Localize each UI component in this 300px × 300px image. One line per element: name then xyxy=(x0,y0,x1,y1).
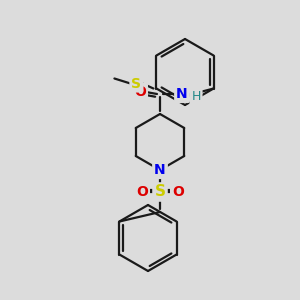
Text: H: H xyxy=(191,91,201,103)
Text: N: N xyxy=(176,87,188,101)
Text: N: N xyxy=(154,163,166,177)
Text: S: S xyxy=(131,76,141,91)
Text: O: O xyxy=(136,185,148,199)
Text: S: S xyxy=(154,184,166,200)
Text: O: O xyxy=(172,185,184,199)
Text: O: O xyxy=(134,85,146,99)
